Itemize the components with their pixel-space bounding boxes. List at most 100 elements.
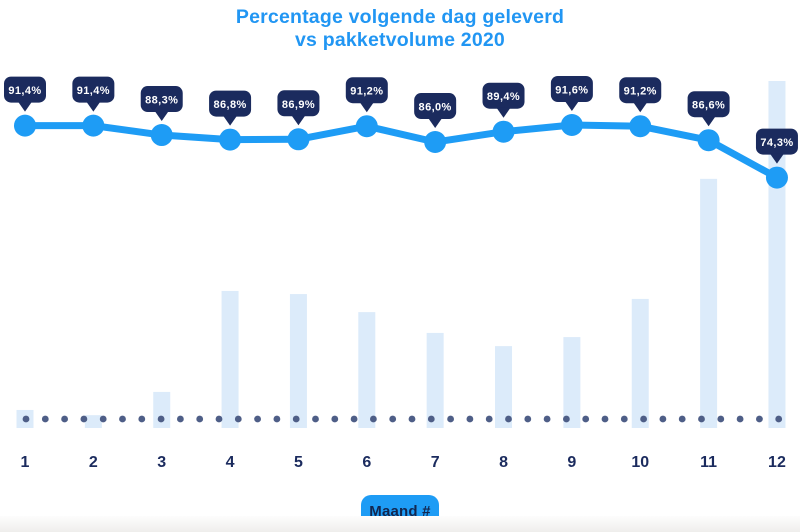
baseline-dot bbox=[273, 415, 281, 423]
baseline-dot bbox=[582, 415, 590, 423]
baseline-dot bbox=[389, 415, 397, 423]
baseline-dot bbox=[350, 415, 358, 423]
volume-bar[interactable] bbox=[153, 391, 171, 428]
baseline-dot bbox=[543, 415, 551, 423]
x-axis-label-month-11: 11 bbox=[700, 454, 718, 471]
line-point[interactable] bbox=[424, 131, 447, 154]
volume-bar[interactable] bbox=[700, 178, 718, 428]
baseline-dot bbox=[331, 415, 339, 423]
line-point[interactable] bbox=[629, 115, 652, 138]
x-axis-label-month-6: 6 bbox=[362, 454, 372, 471]
data-label-tooltip: 86,9% bbox=[277, 90, 320, 126]
baseline-dot bbox=[80, 415, 88, 423]
tooltip-pointer bbox=[291, 115, 306, 126]
baseline-dot bbox=[524, 415, 532, 423]
line-point[interactable] bbox=[765, 166, 788, 189]
tooltip-box bbox=[72, 76, 115, 103]
baseline-dot bbox=[234, 415, 242, 423]
volume-bar[interactable] bbox=[84, 415, 102, 428]
line-point[interactable] bbox=[287, 128, 310, 151]
tooltip-pointer bbox=[633, 102, 648, 113]
x-axis-label-month-10: 10 bbox=[631, 454, 650, 471]
baseline-dot bbox=[659, 415, 667, 423]
tooltip-box bbox=[345, 77, 388, 104]
tooltip-value: 86,8% bbox=[213, 99, 246, 111]
line-points bbox=[14, 114, 788, 189]
x-axis-label-month-4: 4 bbox=[225, 454, 235, 471]
x-axis-label-month-8: 8 bbox=[499, 454, 508, 471]
volume-bar[interactable] bbox=[495, 346, 513, 428]
x-axis-label-month-12: 12 bbox=[768, 454, 786, 471]
tooltip-value: 91,4% bbox=[77, 85, 110, 97]
baseline-dot bbox=[215, 415, 223, 423]
baseline-dot bbox=[756, 415, 763, 423]
baseline-dot bbox=[736, 415, 744, 423]
tooltip-pointer bbox=[86, 101, 101, 112]
percentage-line bbox=[21, 121, 781, 182]
tooltip-pointer bbox=[428, 118, 443, 129]
tooltip-value: 86,9% bbox=[282, 99, 315, 111]
tooltip-pointer bbox=[18, 101, 32, 112]
tooltip-value: 86,0% bbox=[419, 102, 452, 114]
baseline-dot bbox=[138, 415, 146, 423]
x-axis-label-month-7: 7 bbox=[430, 454, 440, 471]
volume-bar[interactable] bbox=[563, 337, 581, 428]
tooltip-value: 89,4% bbox=[487, 91, 520, 103]
tooltip-value: 91,2% bbox=[624, 86, 657, 98]
volume-bars bbox=[16, 81, 786, 428]
tooltip-box bbox=[277, 90, 320, 117]
chart-title: Percentage volgende dag geleverd vs pakk… bbox=[0, 6, 800, 52]
line-point[interactable] bbox=[150, 124, 173, 147]
data-label-tooltip: 88,3% bbox=[140, 86, 183, 122]
tooltip-pointer bbox=[564, 101, 579, 111]
data-label-tooltip: 89,4% bbox=[482, 82, 525, 118]
baseline-dot bbox=[254, 415, 261, 423]
volume-bar[interactable] bbox=[631, 298, 649, 428]
bottom-edge-strip bbox=[0, 516, 800, 532]
baseline-dot bbox=[177, 415, 184, 423]
data-label-tooltip: 91,4% bbox=[72, 76, 115, 112]
x-axis-label-month-3: 3 bbox=[157, 454, 167, 471]
baseline-dot bbox=[640, 415, 647, 423]
tooltip-box bbox=[687, 91, 730, 118]
tooltip-pointer bbox=[701, 116, 716, 127]
line-point[interactable] bbox=[560, 114, 583, 136]
tooltip-value: 91,2% bbox=[350, 86, 383, 98]
baseline-dot bbox=[408, 415, 416, 423]
tooltip-box bbox=[550, 76, 593, 102]
baseline-dot bbox=[717, 415, 725, 423]
baseline-dot bbox=[196, 415, 204, 423]
tooltip-pointer bbox=[769, 153, 784, 164]
baseline-dot bbox=[292, 415, 300, 423]
baseline-dot bbox=[370, 415, 377, 423]
line-point[interactable] bbox=[697, 129, 720, 152]
baseline-dot bbox=[466, 415, 474, 423]
baseline-dot bbox=[678, 415, 686, 423]
baseline-dot bbox=[22, 415, 30, 423]
line-point[interactable] bbox=[355, 115, 378, 138]
tooltip-box bbox=[619, 77, 662, 104]
baseline-dot bbox=[99, 415, 107, 423]
volume-bar[interactable] bbox=[358, 312, 376, 428]
data-label-tooltip: 91,4% bbox=[4, 76, 46, 112]
tooltip-pointer bbox=[154, 111, 169, 122]
baseline-dot bbox=[61, 415, 68, 423]
line-point[interactable] bbox=[219, 128, 242, 151]
baseline-dot bbox=[601, 415, 609, 423]
baseline-dot bbox=[775, 415, 783, 423]
baseline-dot bbox=[563, 415, 570, 423]
baseline-dot bbox=[698, 415, 705, 423]
line-point[interactable] bbox=[492, 120, 515, 143]
line-point[interactable] bbox=[14, 114, 36, 137]
baseline-dot bbox=[505, 415, 512, 423]
volume-bar[interactable] bbox=[426, 332, 444, 428]
volume-bar[interactable] bbox=[221, 290, 239, 428]
line-point[interactable] bbox=[82, 114, 105, 137]
x-axis-label-month-5: 5 bbox=[293, 454, 303, 471]
data-label-tooltip: 86,0% bbox=[414, 93, 457, 129]
volume-bar[interactable] bbox=[289, 294, 307, 428]
data-label-tooltips: 91,4% 91,4% 88,3% 86,8% 86,9% 91,2% 86,0% 89,4%… bbox=[4, 76, 798, 164]
tooltip-pointer bbox=[223, 115, 238, 126]
data-label-tooltip: 91,2% bbox=[345, 77, 388, 113]
